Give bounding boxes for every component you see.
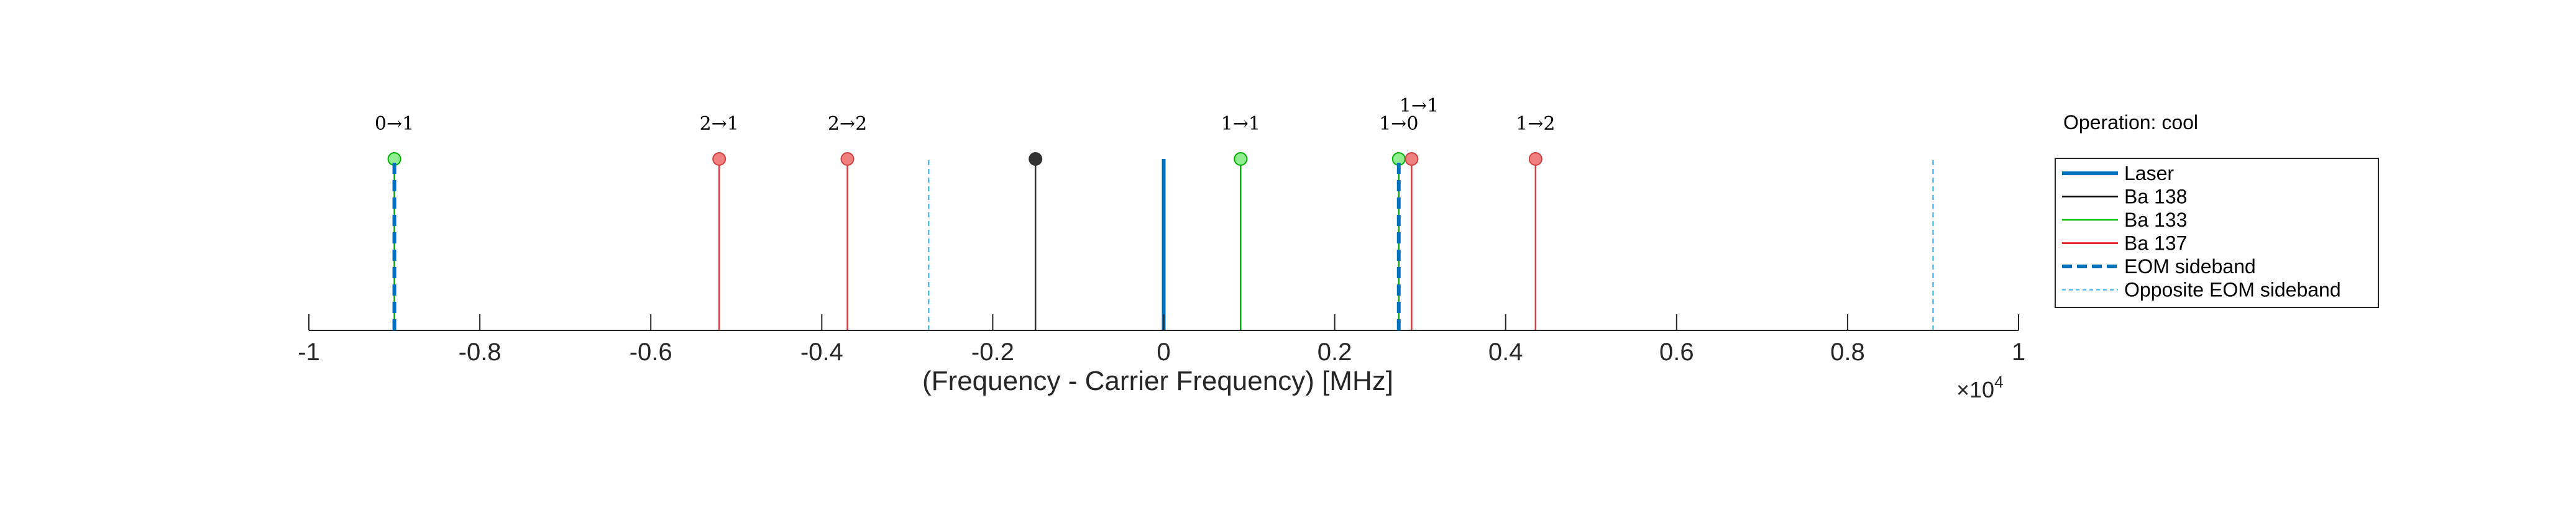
x-tick-label: 1 — [2012, 338, 2025, 366]
x-tick-label: -0.2 — [971, 338, 1014, 366]
operation-label: Operation: cool — [2063, 111, 2198, 134]
x-tick-label: 0.6 — [1659, 338, 1694, 366]
ba-137-transition-label: 2→1 — [700, 113, 739, 135]
transition-labels: 0→1 1→1 1→02→1 2→21→11→2 — [375, 95, 1556, 135]
stems-layer — [393, 159, 1934, 330]
x-exponent-power: 4 — [1994, 373, 2003, 391]
x-exponent-label: ×104 — [1956, 373, 2004, 402]
x-axis-label: (Frequency - Carrier Frequency) [MHz] — [922, 366, 1393, 396]
x-tick-label: -0.8 — [459, 338, 502, 366]
x-tick-label: -0.4 — [800, 338, 843, 366]
laser-legend-label: Laser — [2124, 162, 2174, 184]
ba-138-marker — [1029, 152, 1043, 166]
x-tick-label: -1 — [298, 338, 320, 366]
ba-137-transition-label: 1→1 — [1400, 95, 1439, 117]
markers-layer — [387, 152, 1542, 330]
x-tick-label: -0.6 — [630, 338, 672, 366]
ba-137-marker — [1405, 152, 1419, 166]
ba-137-marker — [1528, 152, 1542, 166]
ba-138-legend-label: Ba 138 — [2124, 186, 2187, 208]
eom-sideband-legend-label: EOM sideband — [2124, 255, 2256, 278]
ba-137-legend-label: Ba 137 — [2124, 232, 2187, 255]
ba-133-marker — [1234, 152, 1248, 166]
x-tick-label: 0 — [1157, 338, 1170, 366]
legend-box — [2055, 158, 2379, 308]
ba-137-transition-label: 2→2 — [828, 113, 867, 135]
x-tick-label: 0.2 — [1318, 338, 1352, 366]
ba-133-transition-label: 1→0 — [1379, 113, 1418, 135]
x-tick-label: 0.8 — [1830, 338, 1865, 366]
ba-133-transition-label: 1→1 — [1221, 113, 1260, 135]
x-tick-label: 0.4 — [1488, 338, 1523, 366]
ba-137-marker — [712, 152, 727, 166]
x-ticks: -1 -0.8 -0.6 -0.4 -0.2 0 0.2 0.4 0.6 0.8 1 — [298, 314, 2025, 366]
ba-137-transition-label: 1→2 — [1516, 113, 1555, 135]
ba-133-legend-label: Ba 133 — [2124, 209, 2187, 231]
ba-137-marker — [840, 152, 855, 166]
x-exponent-base: ×10 — [1956, 377, 1994, 402]
opposite-eom-sideband-legend-label: Opposite EOM sideband — [2124, 279, 2341, 301]
ba-133-transition-label: 0→1 — [375, 113, 414, 135]
